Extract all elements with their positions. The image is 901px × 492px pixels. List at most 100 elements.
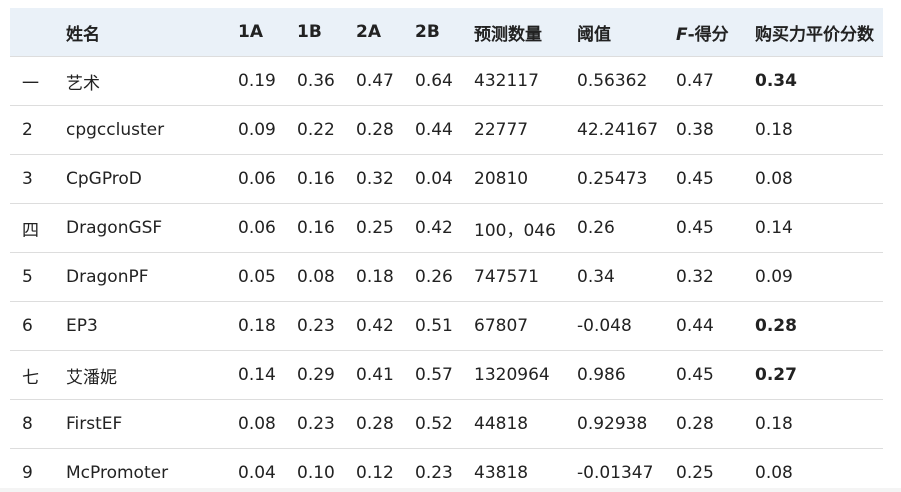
- cell-1b: 0.10: [285, 448, 344, 492]
- cell-name: EP3: [54, 301, 226, 351]
- cell-2a: 0.12: [344, 448, 403, 492]
- cell-name: DragonGSF: [54, 203, 226, 253]
- cell-ppp-score: 0.28: [743, 301, 883, 351]
- cell-2b: 0.26: [403, 252, 462, 302]
- cell-f-score: 0.28: [664, 399, 743, 449]
- cell-1a: 0.05: [226, 252, 285, 302]
- cell-2a: 0.32: [344, 154, 403, 204]
- cell-2a: 0.47: [344, 56, 403, 106]
- cell-threshold: 0.92938: [565, 399, 664, 449]
- cell-1a: 0.06: [226, 203, 285, 253]
- header-1b: 1B: [285, 8, 344, 57]
- cell-2b: 0.04: [403, 154, 462, 204]
- table-row: 5 DragonPF 0.05 0.08 0.18 0.26 747571 0.34 0.32 0…: [10, 252, 883, 302]
- cell-1b: 0.08: [285, 252, 344, 302]
- header-f-score: F-得分: [664, 8, 743, 57]
- cell-ppp-score: 0.09: [743, 252, 883, 302]
- cell-1a: 0.09: [226, 105, 285, 155]
- cell-predicted-count: 22777: [462, 105, 565, 155]
- table-row: 七艾潘妮 0.14 0.29 0.41 0.57 1320964 0.986 0.45 0.27: [10, 350, 883, 400]
- cell-ppp-score: 0.27: [743, 350, 883, 400]
- cell-index: 四: [10, 203, 54, 253]
- cell-f-score: 0.44: [664, 301, 743, 351]
- header-ppp-score: 购买力平价分数: [743, 8, 883, 57]
- table-row: 一艺术 0.19 0.36 0.47 0.64 432117 0.56362 0.47 0.34: [10, 56, 883, 106]
- cell-index: 3: [10, 154, 54, 204]
- cell-1b: 0.36: [285, 56, 344, 106]
- header-index: [10, 8, 54, 57]
- cell-1a: 0.18: [226, 301, 285, 351]
- cell-f-score: 0.45: [664, 350, 743, 400]
- cell-predicted-count: 43818: [462, 448, 565, 492]
- cell-ppp-score: 0.18: [743, 399, 883, 449]
- cell-f-score: 0.45: [664, 154, 743, 204]
- cell-ppp-score: 0.18: [743, 105, 883, 155]
- cell-1b: 0.23: [285, 301, 344, 351]
- cell-ppp-score: 0.34: [743, 56, 883, 106]
- cell-name: McPromoter: [54, 448, 226, 492]
- header-2b: 2B: [403, 8, 462, 57]
- cell-f-score: 0.25: [664, 448, 743, 492]
- cell-index: 8: [10, 399, 54, 449]
- header-f-suffix: -得分: [687, 24, 729, 45]
- header-name: 姓名: [54, 8, 226, 57]
- cell-threshold: 0.986: [565, 350, 664, 400]
- cell-2b: 0.64: [403, 56, 462, 106]
- cell-1b: 0.22: [285, 105, 344, 155]
- cell-predicted-count: 432117: [462, 56, 565, 106]
- results-table: 姓名 1A 1B 2A 2B 预测数量 阈值 F-得分 购买力平价分数 一艺术 0…: [10, 8, 883, 492]
- cell-name: cpgccluster: [54, 105, 226, 155]
- cell-name: CpGProD: [54, 154, 226, 204]
- cell-index: 6: [10, 301, 54, 351]
- cell-threshold: 42.24167: [565, 105, 664, 155]
- table-row: 6 EP3 0.18 0.23 0.42 0.51 67807 -0.048 0.44 0.28: [10, 301, 883, 351]
- table-row: 8 FirstEF 0.08 0.23 0.28 0.52 44818 0.92938 0.28…: [10, 399, 883, 449]
- header-f-letter: F: [676, 24, 688, 45]
- cell-2b: 0.52: [403, 399, 462, 449]
- cell-index: 2: [10, 105, 54, 155]
- cell-index: 一: [10, 56, 54, 106]
- bottom-edge: [0, 488, 901, 492]
- cell-1a: 0.14: [226, 350, 285, 400]
- cell-ppp-score: 0.08: [743, 448, 883, 492]
- cell-name: 艺术: [54, 56, 226, 106]
- cell-1a: 0.04: [226, 448, 285, 492]
- cell-threshold: -0.048: [565, 301, 664, 351]
- table-header-row: 姓名 1A 1B 2A 2B 预测数量 阈值 F-得分 购买力平价分数: [10, 8, 883, 57]
- cell-threshold: 0.25473: [565, 154, 664, 204]
- cell-1b: 0.23: [285, 399, 344, 449]
- table-row: 四 DragonGSF 0.06 0.16 0.25 0.42 100，046 0.26 0.4…: [10, 203, 883, 253]
- header-2a: 2A: [344, 8, 403, 57]
- cell-2b: 0.57: [403, 350, 462, 400]
- cell-f-score: 0.32: [664, 252, 743, 302]
- cell-1b: 0.29: [285, 350, 344, 400]
- header-1a: 1A: [226, 8, 285, 57]
- cell-name: 艾潘妮: [54, 350, 226, 400]
- cell-predicted-count: 1320964: [462, 350, 565, 400]
- cell-1a: 0.19: [226, 56, 285, 106]
- cell-2a: 0.41: [344, 350, 403, 400]
- cell-1b: 0.16: [285, 154, 344, 204]
- cell-index: 七: [10, 350, 54, 400]
- cell-2b: 0.23: [403, 448, 462, 492]
- header-threshold: 阈值: [565, 8, 664, 57]
- cell-f-score: 0.47: [664, 56, 743, 106]
- cell-predicted-count: 20810: [462, 154, 565, 204]
- table-row: 2 cpgccluster 0.09 0.22 0.28 0.44 22777 42.2416…: [10, 105, 883, 155]
- header-predicted-count: 预测数量: [462, 8, 565, 57]
- cell-f-score: 0.38: [664, 105, 743, 155]
- cell-f-score: 0.45: [664, 203, 743, 253]
- cell-index: 9: [10, 448, 54, 492]
- cell-1b: 0.16: [285, 203, 344, 253]
- cell-threshold: 0.56362: [565, 56, 664, 106]
- cell-ppp-score: 0.08: [743, 154, 883, 204]
- cell-1a: 0.08: [226, 399, 285, 449]
- cell-predicted-count: 44818: [462, 399, 565, 449]
- table-row: 9 McPromoter 0.04 0.10 0.12 0.23 43818 -0.01347…: [10, 448, 883, 492]
- cell-threshold: -0.01347: [565, 448, 664, 492]
- cell-threshold: 0.34: [565, 252, 664, 302]
- cell-2a: 0.28: [344, 105, 403, 155]
- cell-ppp-score: 0.14: [743, 203, 883, 253]
- cell-2a: 0.28: [344, 399, 403, 449]
